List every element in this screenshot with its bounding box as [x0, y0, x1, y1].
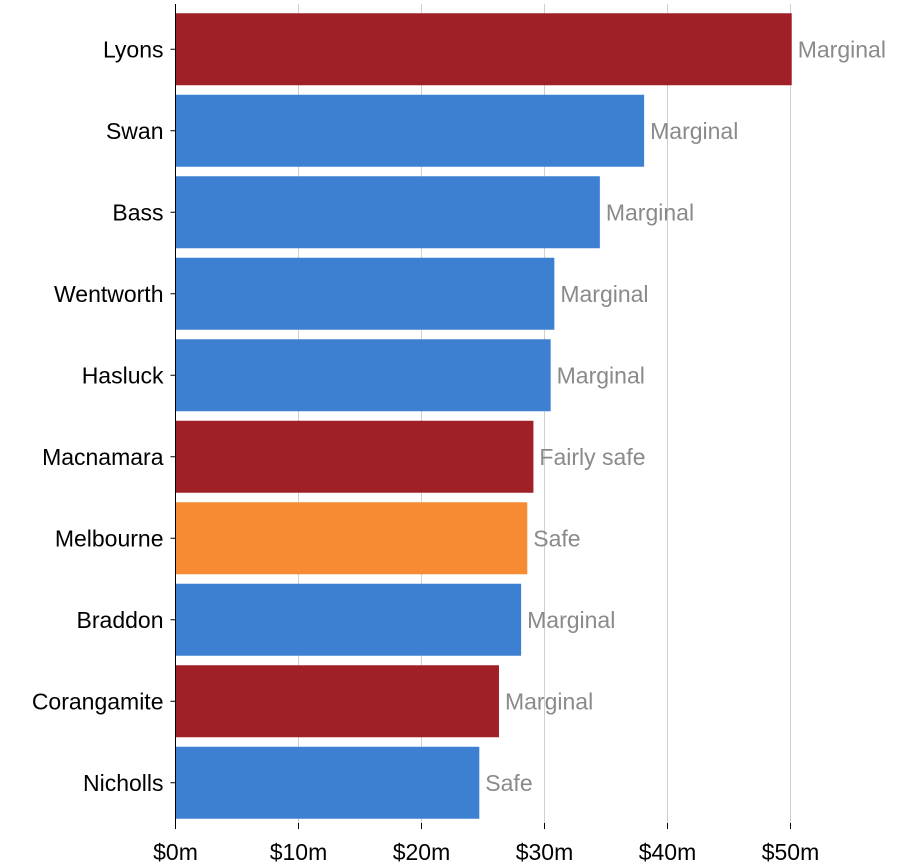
y-tick-label: Macnamara: [42, 444, 164, 470]
data-label: Marginal: [560, 281, 648, 307]
bar: [175, 257, 555, 330]
axes: [170, 4, 791, 829]
x-tick-label: $0m: [153, 839, 198, 862]
x-tick-label: $30m: [516, 839, 574, 862]
bar: [175, 13, 792, 86]
y-tick-label: Swan: [106, 118, 164, 144]
data-label: Marginal: [606, 199, 694, 225]
bar: [175, 665, 499, 738]
y-tick-label: Bass: [112, 199, 163, 225]
x-tick-label: $40m: [639, 839, 697, 862]
bar: [175, 420, 534, 493]
data-label: Marginal: [798, 36, 886, 62]
bar: [175, 176, 600, 249]
y-tick-label: Nicholls: [83, 770, 164, 796]
bars: [175, 13, 792, 819]
y-tick-label: Lyons: [103, 36, 164, 62]
bar: [175, 502, 528, 575]
data-label: Safe: [485, 770, 532, 796]
bar: [175, 94, 645, 167]
x-tick-label: $10m: [270, 839, 328, 862]
y-tick-label: Wentworth: [54, 281, 164, 307]
y-tick-label: Melbourne: [55, 525, 164, 551]
bar: [175, 339, 551, 412]
y-tick-label: Braddon: [77, 607, 164, 633]
x-tick-label: $20m: [393, 839, 451, 862]
data-label: Fairly safe: [539, 444, 645, 470]
data-label: Marginal: [527, 607, 615, 633]
bar: [175, 583, 522, 656]
data-label: Safe: [533, 525, 580, 551]
data-label: Marginal: [650, 118, 738, 144]
data-label: Marginal: [505, 688, 593, 714]
labels: Lyons Swan Bass Wentworth Hasluck Macnamara Me…: [32, 36, 886, 865]
y-tick-label: Corangamite: [32, 688, 164, 714]
y-tick-label: Hasluck: [82, 362, 164, 388]
x-tick-label: $50m: [762, 839, 820, 862]
bar: [175, 746, 480, 819]
data-label: Marginal: [557, 362, 645, 388]
